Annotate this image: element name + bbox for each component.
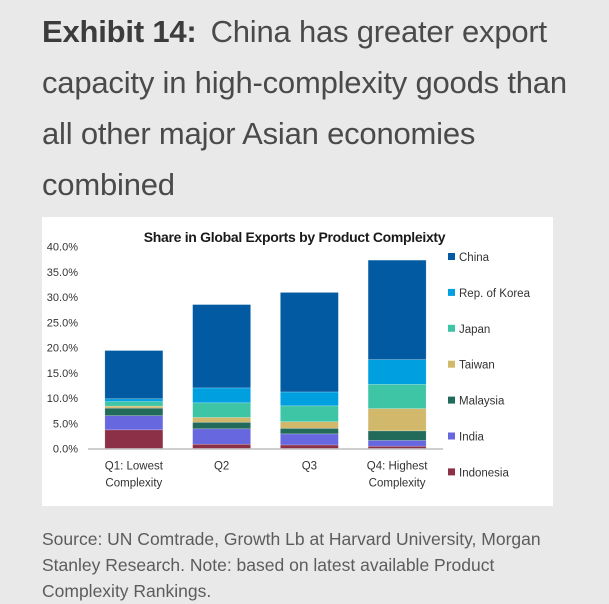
legend-label: China [459,252,490,264]
y-tick-label: 40.0% [47,242,78,254]
bar-segment-china [192,304,251,389]
x-axis-tick-labels: Q1: Lowest Complexity Q2 Q3 Q4: Highest Compl… [105,461,428,490]
x-tick-label: Q3 [302,461,317,473]
legend-label: Indonesia [459,467,509,479]
chart-title-text: Share in Global Exports by Product Compl… [143,229,446,245]
bar-segment-taiwan [367,408,427,432]
y-tick-label: 0.0% [53,444,78,456]
y-tick-label: 15.0% [47,368,78,380]
legend-item: Malaysia [448,396,505,408]
legend-swatch [448,432,455,440]
bar-segment-india [280,433,339,446]
y-tick-label: 30.0% [47,292,78,304]
bar-segment-japan [280,405,339,423]
bar-segment-rep-of-korea [280,391,339,407]
bar-stack [367,259,427,449]
bar-stacks [104,259,427,449]
y-tick-label: 35.0% [47,267,78,279]
y-tick-label: 10.0% [47,393,78,405]
bar-segment-rep-of-korea [192,387,251,404]
bar-segment-indonesia [104,429,164,449]
x-tick-label: Q1: Lowest Complexity [105,461,164,490]
y-tick-label: 25.0% [47,317,78,329]
bar-segment-malaysia [367,430,427,441]
exhibit-label: Exhibit 14: [42,14,197,49]
x-tick-label: Q2 [214,461,229,473]
legend-item: Taiwan [448,360,495,372]
legend-swatch [448,253,455,260]
bar-segment-japan [104,401,164,407]
bar-segment-malaysia [104,407,164,416]
legend-label: Rep. of Korea [459,288,531,300]
bar-segment-china [280,292,339,393]
bar-segment-indonesia [280,444,339,449]
legend-swatch [448,360,455,368]
legend-item: Japan [448,324,490,336]
bar-segment-japan [192,402,251,418]
bar-segment-taiwan [104,405,164,409]
bar-segment-malaysia [192,421,251,430]
legend-label: Malaysia [459,396,505,408]
bar-segment-india [192,428,251,445]
bar-stack [192,304,251,449]
bar-segment-rep-of-korea [104,398,164,402]
bar-segment-indonesia [367,445,427,449]
y-tick-label: 5.0% [53,418,78,430]
legend-swatch [448,324,455,332]
x-tick-label: Q4: Highest Complexity [367,461,429,490]
legend-swatch [448,288,455,296]
chart-title: Share in Global Exports by Product Compl… [42,229,553,245]
bar-segment-india [367,440,427,447]
bar-segment-india [104,415,164,431]
bar-segment-japan [367,384,427,409]
bar-segment-rep-of-korea [367,359,427,385]
headline-text: China has greater export capacity in hig… [42,14,567,202]
bar-stack [280,292,339,449]
legend-swatch [448,468,455,476]
legend-label: Taiwan [459,360,495,372]
stacked-bar-chart: 0.0% 5.0% 10.0% 15.0% 20.0% 25.0% 30.0% 35.0% 40… [47,242,531,490]
bar-stack [104,350,164,449]
y-axis-tick-labels: 0.0% 5.0% 10.0% 15.0% 20.0% 25.0% 30.0% 35.0% 40… [47,242,78,456]
bar-segment-indonesia [192,443,251,449]
source-note: Source: UN Comtrade, Growth Lb at Harvar… [42,529,541,601]
legend-label: India [459,432,485,444]
bar-segment-taiwan [192,417,251,423]
exhibit-headline: Exhibit 14: China has greater export capa… [42,6,582,210]
legend-swatch [448,396,455,404]
legend-label: Japan [459,324,490,336]
bar-segment-china [367,259,427,360]
bar-segment-malaysia [280,428,339,435]
y-tick-label: 20.0% [47,343,78,355]
legend-item: Indonesia [448,467,509,479]
legend: China Rep. of Korea Japan Taiwan Malaysia Ind… [448,252,531,479]
legend-item: China [448,252,490,264]
legend-item: Rep. of Korea [448,288,531,300]
chart-card: Share in Global Exports by Product Compl… [42,217,553,506]
bar-segment-china [104,350,164,400]
bar-segment-taiwan [280,421,339,429]
legend-item: India [448,432,485,444]
